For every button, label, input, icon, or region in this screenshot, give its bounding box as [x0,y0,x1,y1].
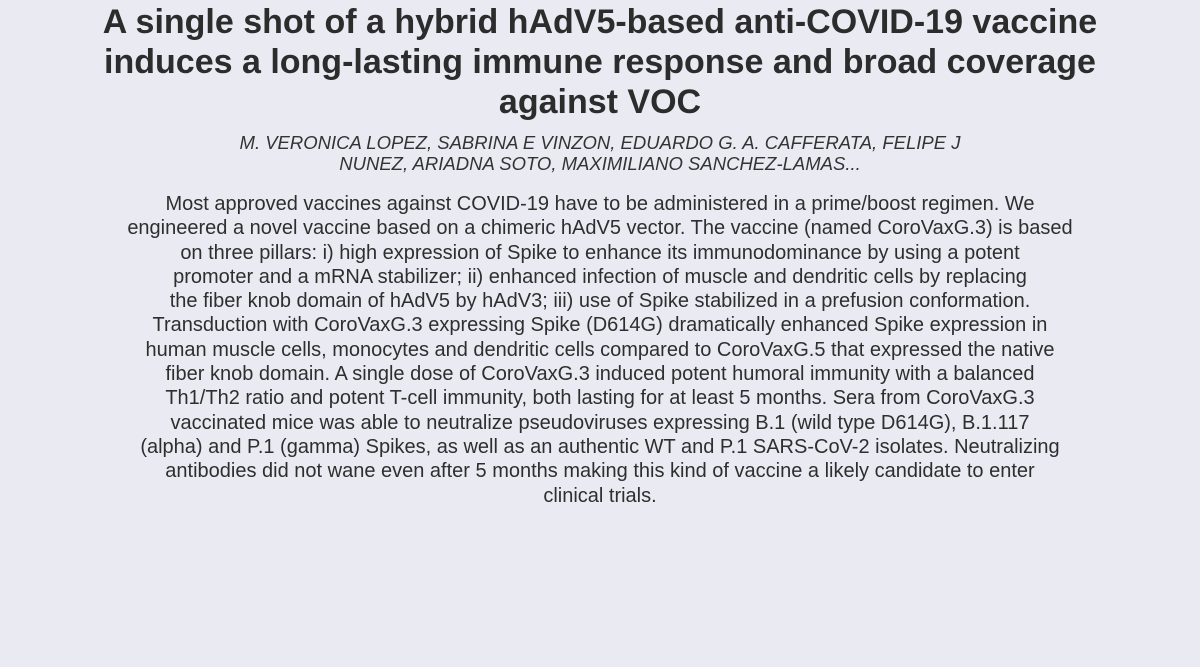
abstract-line: vaccinated mice was able to neutralize p… [170,411,1030,434]
abstract-line: on three pillars: i) high expression of … [180,241,1020,264]
abstract-line: Th1/Th2 ratio and potent T-cell immunity… [165,387,1035,410]
paper-authors: M. VERONICA LOPEZ, SABRINA E VINZON, EDU… [190,132,1010,174]
paper-title-line: induces a long-lasting immune response a… [104,43,1096,81]
abstract-line: antibodies did not wane even after 5 mon… [165,460,1035,483]
abstract-line: clinical trials. [543,484,657,507]
paper-abstract: Most approved vaccines against COVID-19 … [55,192,1145,508]
paper-title-line: A single shot of a hybrid hAdV5-based an… [102,3,1098,41]
author-line: M. VERONICA LOPEZ, SABRINA E VINZON, EDU… [239,132,961,153]
abstract-line: (alpha) and P.1 (gamma) Spikes, as well … [140,435,1060,458]
abstract-line: human muscle cells, monocytes and dendri… [145,338,1055,361]
paper-title: A single shot of a hybrid hAdV5-based an… [40,2,1160,122]
abstract-line: fiber knob domain. A single dose of Coro… [165,363,1035,386]
abstract-line: promoter and a mRNA stabilizer; ii) enha… [173,265,1027,288]
abstract-line: the fiber knob domain of hAdV5 by hAdV3;… [169,290,1031,313]
abstract-line: Transduction with CoroVaxG.3 expressing … [152,314,1048,337]
abstract-line: engineered a novel vaccine based on a ch… [127,217,1073,240]
author-line: NUNEZ, ARIADNA SOTO, MAXIMILIANO SANCHEZ… [339,153,861,174]
abstract-line: Most approved vaccines against COVID-19 … [165,193,1035,215]
paper-title-line: against VOC [498,83,702,121]
